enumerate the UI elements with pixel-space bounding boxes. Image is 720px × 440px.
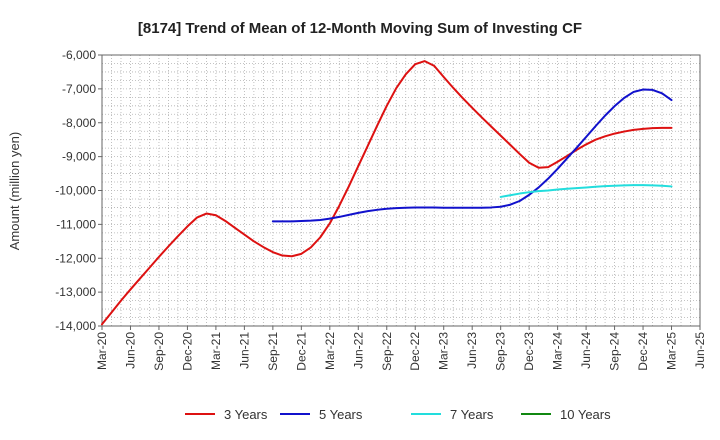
x-tick-label: Sep-21: [266, 332, 280, 371]
x-tick-label: Jun-22: [351, 332, 365, 369]
y-axis-label: Amount (million yen): [7, 132, 22, 251]
x-tick-label: Sep-23: [494, 332, 508, 371]
x-tick-label: Dec-21: [294, 332, 308, 371]
legend-label: 10 Years: [560, 407, 611, 422]
plot-area: [102, 55, 700, 326]
x-tick-label: Mar-21: [209, 332, 223, 370]
y-tick-label: -12,000: [55, 251, 96, 265]
x-tick-label: Mar-22: [323, 332, 337, 370]
x-tick-label: Dec-22: [408, 332, 422, 371]
y-tick-label: -10,000: [55, 184, 96, 198]
y-tick-label: -9,000: [62, 150, 96, 164]
series-lines: [101, 60, 673, 326]
x-tick-label: Dec-23: [522, 332, 536, 371]
x-tick-label: Sep-20: [152, 332, 166, 371]
x-tick-label: Sep-24: [608, 332, 622, 371]
y-tick-label: -14,000: [55, 319, 96, 333]
chart-title: [8174] Trend of Mean of 12-Month Moving …: [138, 20, 582, 37]
x-tick-label: Mar-25: [665, 332, 679, 370]
x-tick-label: Sep-22: [380, 332, 394, 371]
x-tick-label: Mar-23: [437, 332, 451, 370]
series-line: [271, 88, 673, 223]
y-tick-label: -8,000: [62, 116, 96, 130]
x-tick-label: Jun-23: [465, 332, 479, 369]
legend-label: 7 Years: [450, 407, 494, 422]
y-axis: -6,000 -7,000 -8,000 -9,000 -10,000 -11,000 -1…: [55, 48, 102, 333]
x-tick-label: Jun-25: [693, 332, 707, 369]
series-line: [101, 60, 673, 326]
x-tick-label: Jun-24: [579, 332, 593, 369]
legend-label: 3 Years: [224, 407, 268, 422]
legend-label: 5 Years: [319, 407, 363, 422]
y-tick-label: -11,000: [56, 217, 96, 231]
x-tick-label: Mar-20: [95, 332, 109, 370]
legend: 3 Years 5 Years 7 Years 10 Years: [185, 407, 611, 422]
x-tick-label: Mar-24: [551, 332, 565, 370]
series-line: [499, 184, 673, 198]
y-tick-label: -7,000: [62, 82, 96, 96]
x-tick-label: Jun-20: [123, 332, 137, 369]
x-tick-label: Dec-20: [180, 332, 194, 371]
y-tick-label: -13,000: [55, 285, 96, 299]
x-tick-label: Dec-24: [636, 332, 650, 371]
x-tick-label: Jun-21: [237, 332, 251, 369]
x-axis: Mar-20 Jun-20 Sep-20 Dec-20 Mar-21 Jun-21 Sep-…: [95, 326, 707, 371]
y-tick-label: -6,000: [62, 48, 96, 62]
